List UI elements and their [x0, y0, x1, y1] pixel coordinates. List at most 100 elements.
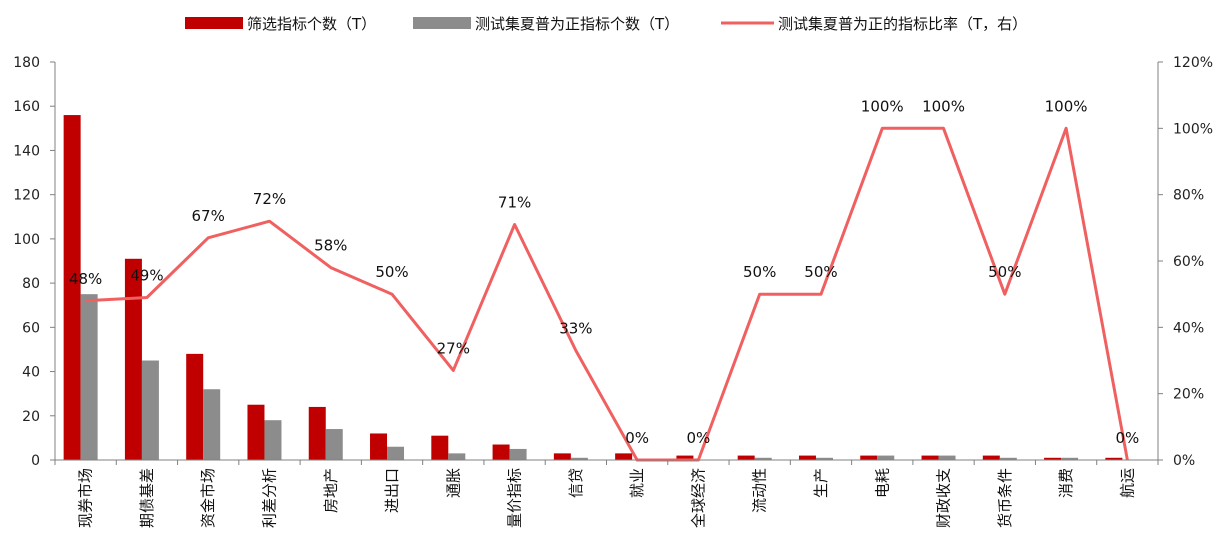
- bar-positive-9: [570, 457, 588, 460]
- category-label-6: 进出口: [383, 468, 401, 513]
- bar-positive-2: [141, 360, 159, 460]
- legend-label-3: 测试集夏普为正的指标比率（T，右）: [778, 15, 1027, 33]
- left-tick-label: 20: [22, 409, 40, 425]
- data-label-16: 50%: [988, 263, 1021, 281]
- left-tick-label: 60: [22, 320, 40, 336]
- data-label-6: 50%: [375, 263, 408, 281]
- left-tick-label: 100: [13, 232, 40, 248]
- data-label-15: 100%: [922, 97, 965, 115]
- category-label-7: 通胀: [444, 468, 462, 498]
- bar-screened-11: [676, 455, 694, 460]
- data-label-8: 71%: [498, 194, 531, 212]
- bar-screened-15: [921, 455, 939, 460]
- category-label-3: 资金市场: [199, 468, 217, 528]
- bar-positive-4: [264, 420, 282, 460]
- category-label-17: 消费: [1057, 468, 1075, 498]
- data-label-7: 27%: [437, 339, 470, 357]
- bar-positive-12: [754, 457, 772, 460]
- category-label-11: 全球经济: [689, 468, 707, 528]
- bar-positive-6: [387, 446, 405, 460]
- category-label-9: 信贷: [567, 468, 585, 498]
- legend: 筛选指标个数（T） 测试集夏普为正指标个数（T） 测试集夏普为正的指标比率（T，右）: [185, 15, 1027, 33]
- bar-screened-12: [737, 455, 755, 460]
- left-tick-label: 180: [13, 55, 40, 71]
- bar-screened-17: [1044, 457, 1062, 460]
- data-label-17: 100%: [1045, 97, 1088, 115]
- left-tick-label: 40: [22, 365, 40, 381]
- x-axis: 现券市场 期债基差 资金市场 利差分析 房地产 进出口 通胀 量价指标 信贷 就业 全球经济 流动性 生…: [54, 459, 1159, 528]
- bar-positive-15: [938, 455, 956, 460]
- bar-screened-2: [124, 258, 142, 460]
- bar-screened-7: [431, 435, 449, 460]
- data-label-14: 100%: [861, 97, 904, 115]
- bar-positive-3: [203, 389, 221, 460]
- category-label-15: 财政收支: [935, 468, 953, 528]
- left-tick-label: 120: [13, 188, 40, 204]
- right-tick-label: 120%: [1173, 55, 1213, 71]
- category-label-5: 房地产: [322, 468, 340, 513]
- bars: [63, 115, 1123, 461]
- left-tick-label: 80: [22, 276, 40, 292]
- category-label-4: 利差分析: [260, 468, 278, 528]
- left-tick-label: 140: [13, 143, 40, 159]
- bar-positive-7: [448, 453, 466, 460]
- bar-screened-16: [982, 455, 1000, 460]
- left-tick-label: 160: [13, 99, 40, 115]
- category-label-14: 电耗: [873, 468, 891, 498]
- bar-positive-14: [877, 455, 895, 460]
- category-label-10: 就业: [628, 468, 646, 498]
- data-label-18: 0%: [1115, 429, 1139, 447]
- data-label-3: 67%: [192, 207, 225, 225]
- bar-positive-16: [999, 457, 1017, 460]
- ratio-line: [85, 126, 1129, 462]
- right-axis: 0% 20% 40% 60% 80% 100% 120%: [1157, 55, 1213, 469]
- right-tick-label: 40%: [1173, 320, 1204, 336]
- bar-screened-13: [798, 455, 816, 460]
- bar-positive-17: [1061, 457, 1079, 460]
- data-label-1: 48%: [69, 270, 102, 288]
- right-tick-label: 80%: [1173, 188, 1204, 204]
- bar-screened-4: [247, 404, 265, 460]
- right-tick-label: 60%: [1173, 254, 1204, 270]
- category-label-8: 量价指标: [506, 468, 524, 528]
- bar-positive-13: [815, 457, 833, 460]
- legend-label-2: 测试集夏普为正指标个数（T）: [475, 15, 679, 33]
- legend-swatch-1: [185, 17, 243, 29]
- right-tick-label: 0%: [1173, 453, 1195, 469]
- data-label-10: 0%: [625, 429, 649, 447]
- left-tick-label: 0: [31, 453, 40, 469]
- right-tick-label: 100%: [1173, 121, 1213, 137]
- category-label-2: 期债基差: [138, 468, 156, 528]
- data-label-5: 58%: [314, 237, 347, 255]
- category-label-1: 现券市场: [77, 468, 95, 528]
- bar-screened-10: [615, 453, 633, 460]
- data-label-13: 50%: [804, 263, 837, 281]
- bar-screened-1: [63, 115, 81, 461]
- bar-positive-1: [80, 294, 98, 460]
- data-label-11: 0%: [687, 429, 711, 447]
- left-axis: 0 20 40 60 80 100 120 140 160 180: [13, 55, 56, 469]
- category-label-12: 流动性: [751, 468, 769, 513]
- data-label-2: 49%: [130, 266, 163, 284]
- bar-positive-5: [325, 429, 343, 460]
- bar-screened-5: [308, 406, 326, 460]
- category-label-13: 生产: [812, 468, 830, 498]
- bar-positive-8: [509, 448, 527, 460]
- legend-swatch-2: [413, 17, 471, 29]
- bar-screened-6: [370, 433, 388, 460]
- bar-screened-3: [186, 353, 204, 460]
- category-label-18: 航运: [1118, 468, 1136, 498]
- category-label-16: 货币条件: [996, 468, 1014, 528]
- data-labels: 48% 49% 67% 72% 58% 50% 27% 71% 33% 0% 0% 50% 50% 100…: [69, 97, 1139, 447]
- bar-screened-9: [553, 453, 571, 460]
- data-label-12: 50%: [743, 263, 776, 281]
- bar-screened-18: [1105, 457, 1123, 460]
- data-label-4: 72%: [253, 190, 286, 208]
- data-label-9: 33%: [559, 320, 592, 338]
- legend-label-1: 筛选指标个数（T）: [247, 15, 376, 33]
- bar-screened-8: [492, 444, 510, 460]
- bar-screened-14: [860, 455, 878, 460]
- ratio-line-path: [85, 126, 1129, 462]
- right-tick-label: 20%: [1173, 387, 1204, 403]
